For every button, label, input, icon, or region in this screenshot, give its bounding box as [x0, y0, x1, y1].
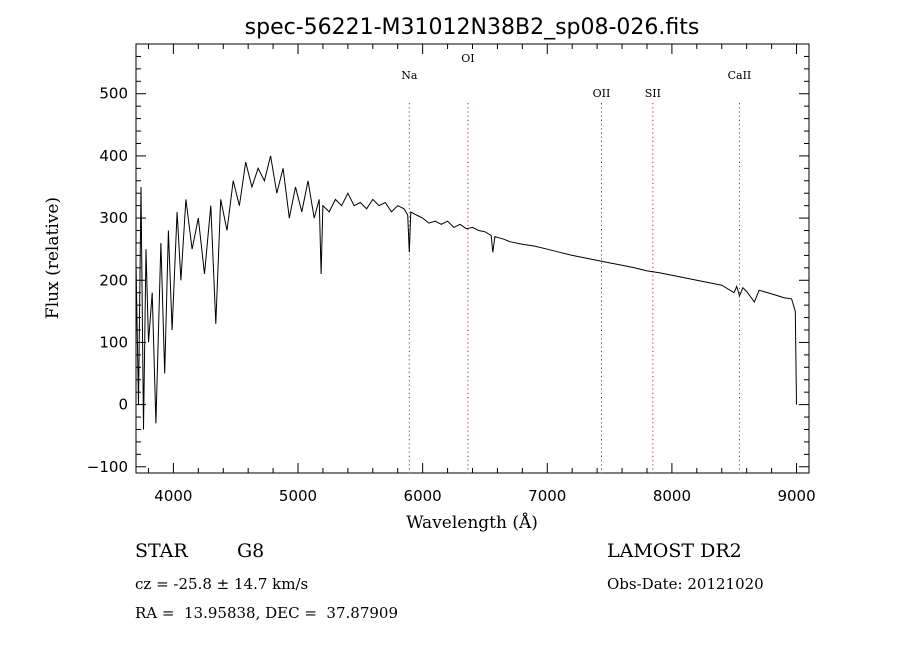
x-tick-label: 6000	[404, 487, 442, 505]
x-tick-label: 9000	[777, 487, 815, 505]
y-axis-label: Flux (relative)	[43, 197, 63, 319]
y-tick-label: 100	[99, 333, 128, 351]
x-tick-label: 7000	[528, 487, 566, 505]
spectrum-line	[135, 155, 797, 430]
y-tick-label: 500	[99, 85, 128, 103]
spectral-line-markers: Na OI OII SII CaII	[401, 52, 751, 473]
x-tick-label: 5000	[279, 487, 317, 505]
marker-label-oii: OII	[593, 87, 611, 100]
x-axis-ticks: 4000 5000 6000 7000 8000 9000	[147, 44, 816, 505]
plot-frame	[135, 43, 810, 474]
chart-title: spec-56221-M31012N38B2_sp08-026.fits	[245, 15, 700, 40]
y-tick-label: 200	[99, 271, 128, 289]
y-tick-label: 400	[99, 147, 128, 165]
marker-label-oi: OI	[461, 52, 474, 65]
x-axis-label: Wavelength (Å)	[406, 512, 538, 533]
object-class: STAR	[135, 540, 188, 562]
y-tick-label: −100	[87, 458, 128, 476]
y-axis-ticks: −100 0 100 200 300 400 500	[87, 55, 809, 476]
object-subclass: G8	[237, 540, 265, 562]
marker-label-na: Na	[401, 69, 418, 82]
y-tick-label: 0	[118, 396, 128, 414]
x-tick-label: 8000	[653, 487, 691, 505]
redshift-readout: cz = -25.8 ± 14.7 km/s	[135, 575, 309, 593]
ra-dec-readout: RA = 13.95838, DEC = 37.87909	[135, 604, 399, 622]
x-tick-label: 4000	[154, 487, 192, 505]
y-tick-label: 300	[99, 209, 128, 227]
obs-date: Obs-Date: 20121020	[607, 575, 764, 593]
marker-label-sii: SII	[645, 87, 661, 100]
marker-label-caii: CaII	[728, 69, 752, 82]
survey-name: LAMOST DR2	[607, 540, 742, 562]
